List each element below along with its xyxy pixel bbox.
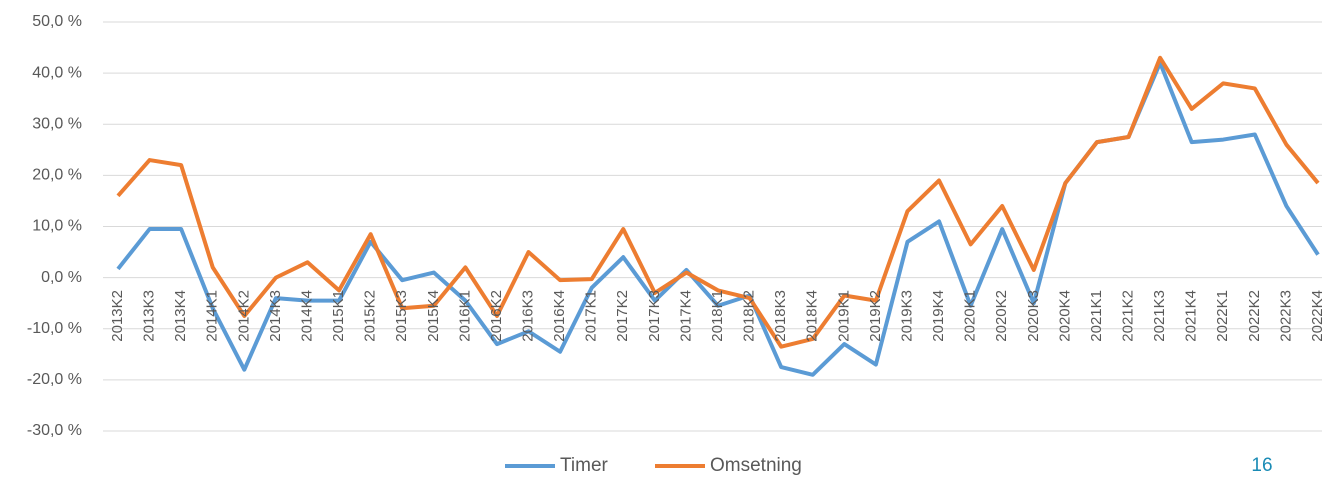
x-tick-label: 2015K3 [393,290,410,342]
x-tick-label: 2022K4 [1309,290,1326,342]
x-tick-label: 2020K1 [962,290,979,342]
x-tick-label: 2019K3 [898,290,915,342]
x-tick-label: 2021K2 [1119,290,1136,342]
legend-label: Timer [560,455,609,476]
legend-label: Omsetning [710,455,802,476]
x-tick-label: 2016K1 [456,290,473,342]
x-tick-label: 2016K2 [488,290,505,342]
y-tick-label: 40,0 % [32,64,82,81]
x-tick-label: 2015K2 [362,290,379,342]
x-tick-label: 2022K1 [1214,290,1231,342]
x-tick-label: 2015K4 [425,290,442,342]
x-tick-label: 2019K2 [867,290,884,342]
y-tick-label: 50,0 % [32,13,82,30]
x-tick-label: 2013K4 [172,290,189,342]
x-tick-label: 2016K3 [519,290,536,342]
x-tick-label: 2018K2 [741,290,758,342]
x-tick-label: 2014K2 [235,290,252,342]
y-tick-label: 30,0 % [32,115,82,132]
x-tick-label: 2022K2 [1246,290,1263,342]
x-tick-label: 2018K1 [709,290,726,342]
x-tick-label: 2017K2 [614,290,631,342]
x-tick-label: 2014K4 [298,290,315,342]
x-tick-label: 2015K1 [330,290,347,342]
x-tick-label: 2019K1 [835,290,852,342]
x-tick-label: 2020K4 [1056,290,1073,342]
x-tick-label: 2013K3 [141,290,158,342]
x-tick-label: 2020K2 [993,290,1010,342]
x-tick-label: 2017K3 [646,290,663,342]
x-tick-label: 2020K3 [1025,290,1042,342]
line [116,55,1320,349]
x-tick-label: 2019K4 [930,290,947,342]
x-tick-label: 2021K4 [1183,290,1200,342]
x-tick-label: 2016K4 [551,290,568,342]
y-tick-label: -20,0 % [27,371,82,388]
x-tick-label: 2017K1 [583,290,600,342]
x-tick-label: 2014K3 [267,290,284,342]
x-tick-label: 2017K4 [677,290,694,342]
x-tick-label: 2018K4 [804,290,821,342]
x-tick-label: 2021K3 [1151,290,1168,342]
y-tick-label: 10,0 % [32,218,82,235]
y-tick-label: 0,0 % [41,269,82,286]
y-tick-label: -30,0 % [27,422,82,439]
x-tick-label: 2013K2 [109,290,126,342]
x-tick-label: 2018K3 [772,290,789,342]
page-number: 16 [1251,455,1272,476]
x-tick-label: 2022K3 [1277,290,1294,342]
y-tick-label: 20,0 % [32,167,82,184]
x-tick-label: 2021K1 [1088,290,1105,342]
y-tick-label: -10,0 % [27,320,82,337]
x-tick-label: 2014K1 [204,290,221,342]
